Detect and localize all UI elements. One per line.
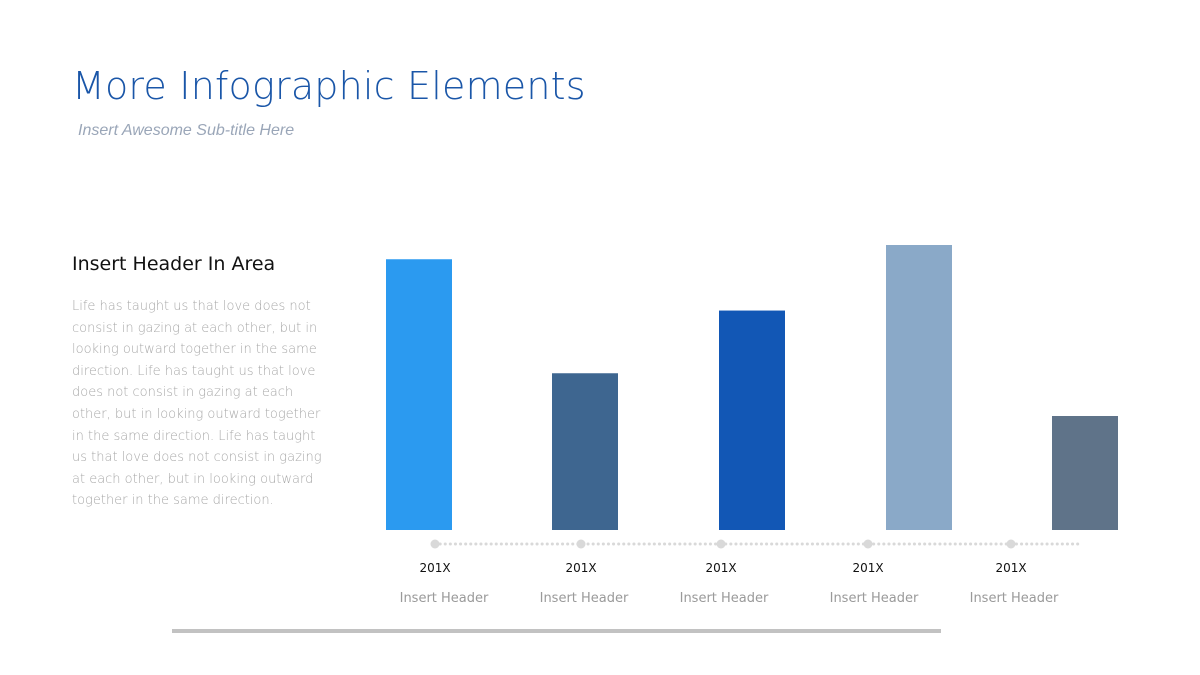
timeline-marker-2 bbox=[576, 539, 586, 549]
year-label-5: 201X bbox=[995, 561, 1026, 575]
area-header: Insert Header In Area bbox=[72, 253, 276, 275]
timeline-marker-4 bbox=[863, 539, 873, 549]
category-caption-2: Insert Header bbox=[540, 591, 629, 606]
category-caption-4: Insert Header bbox=[830, 591, 919, 606]
page-subtitle: Insert Awesome Sub-title Here bbox=[78, 122, 295, 139]
category-caption-1: Insert Header bbox=[400, 591, 489, 606]
year-label-2: 201X bbox=[565, 561, 596, 575]
area-body-text: Life has taught us that love does not co… bbox=[72, 299, 322, 509]
year-label-3: 201X bbox=[705, 561, 736, 575]
bar-4 bbox=[886, 245, 952, 530]
timeline-marker-1 bbox=[430, 539, 440, 549]
timeline-marker-3 bbox=[716, 539, 726, 549]
bar-3 bbox=[719, 310, 785, 530]
timeline-marker-5 bbox=[1006, 539, 1016, 549]
year-label-1: 201X bbox=[419, 561, 450, 575]
bar-5 bbox=[1052, 416, 1118, 530]
category-caption-5: Insert Header bbox=[970, 591, 1059, 606]
bar-1 bbox=[386, 259, 452, 530]
page-title: More Infographic Elements bbox=[72, 64, 586, 108]
bottom-divider bbox=[172, 629, 941, 633]
bar-2 bbox=[552, 373, 618, 530]
category-caption-3: Insert Header bbox=[680, 591, 769, 606]
year-label-4: 201X bbox=[852, 561, 883, 575]
